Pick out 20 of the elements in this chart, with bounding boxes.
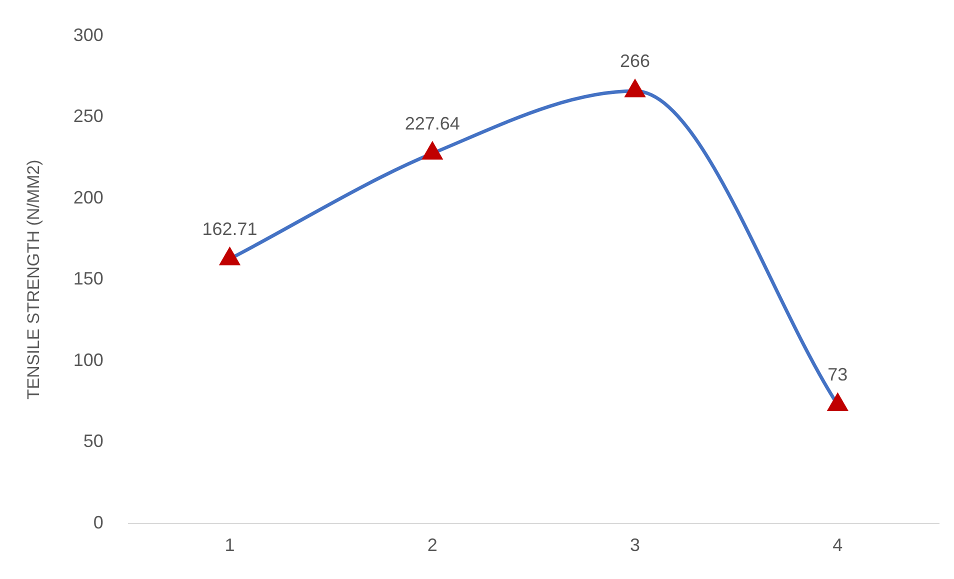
data-label: 266	[620, 51, 650, 72]
x-tick-label: 4	[832, 535, 843, 556]
y-tick-label: 50	[83, 431, 104, 452]
y-tick-label: 250	[73, 106, 104, 126]
y-tick-label: 150	[73, 268, 104, 289]
x-tick-label: 3	[630, 535, 640, 556]
y-tick-label: 100	[73, 350, 104, 370]
point	[828, 394, 848, 411]
point	[422, 142, 442, 160]
data-label: 227.64	[404, 113, 460, 134]
point	[220, 248, 240, 266]
y-tick-label: 0	[93, 512, 104, 532]
y-tick-label: 200	[73, 187, 104, 208]
y-tick-label: 300	[73, 24, 104, 45]
x-tick-label: 2	[427, 535, 438, 556]
point	[625, 80, 645, 98]
data-label: 162.71	[202, 218, 258, 239]
x-tick-label: 1	[224, 535, 235, 556]
y-axis-title: TENSILE STRENGTH (N/MM2)	[24, 160, 43, 400]
data-label: 73	[828, 364, 848, 385]
